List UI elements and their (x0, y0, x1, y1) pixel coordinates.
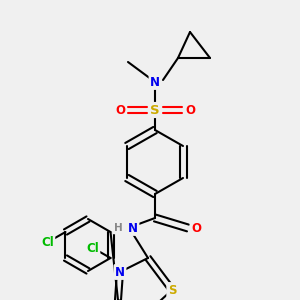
Text: O: O (185, 103, 195, 116)
Text: N: N (150, 76, 160, 88)
Text: Cl: Cl (41, 236, 54, 248)
Text: S: S (168, 284, 176, 296)
Text: N: N (115, 266, 125, 278)
Text: O: O (191, 221, 201, 235)
Text: O: O (115, 103, 125, 116)
Text: N: N (128, 221, 138, 235)
Text: Cl: Cl (86, 242, 99, 254)
Text: H: H (114, 223, 122, 233)
Text: S: S (150, 103, 160, 116)
